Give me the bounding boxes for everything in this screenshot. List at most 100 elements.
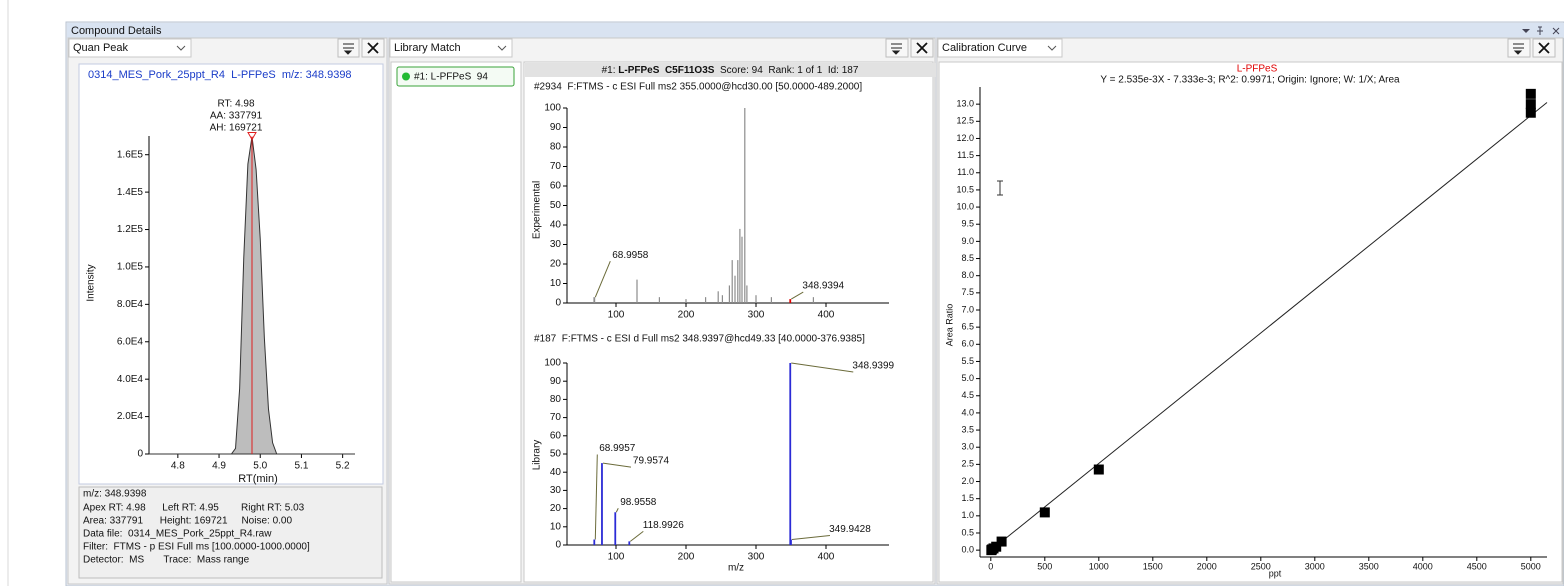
y-tick-label: 30	[550, 239, 562, 250]
detail-line: Data file: 0314_MES_Pork_25ppt_R4.raw	[83, 529, 272, 540]
y-tick-label: 12.0	[956, 133, 974, 143]
y-tick-label: 11.0	[957, 167, 974, 177]
y-tick-label: 80	[550, 142, 562, 153]
window-menu-icon[interactable]	[1522, 29, 1530, 33]
dropdown-chevron	[497, 45, 507, 51]
x-tick-label: 200	[678, 552, 695, 563]
fit-line	[990, 102, 1548, 551]
detail-line: m/z: 348.9398	[83, 489, 147, 500]
hit-list	[390, 61, 522, 583]
window-title: Compound Details	[71, 25, 162, 37]
y-tick-label: 6.5	[961, 322, 974, 332]
y-tick-label: 10.5	[956, 184, 974, 194]
quan-header: 0314_MES_Pork_25ppt_R4 L-PFPeS m/z: 348.…	[88, 69, 352, 81]
detail-line: Area: 337791 Height: 169721 Noise: 0.00	[83, 516, 292, 527]
close-icon	[367, 42, 379, 54]
calibration-point	[996, 536, 1007, 547]
y-axis-label: Area Ratio	[944, 304, 954, 347]
y-axis-label: Experimental	[532, 181, 543, 239]
library-view-label: Library Match	[394, 42, 461, 54]
x-tick-label: 500	[1037, 561, 1052, 571]
y-tick-label: 60	[550, 181, 562, 192]
y-tick-label: 5.0	[961, 373, 974, 383]
y-tick-label: 90	[550, 376, 562, 387]
peak-info: AA: 337791	[210, 111, 263, 122]
detail-line: Detector: MS Trace: Mass range	[83, 555, 250, 566]
y-tick-label: 12.5	[956, 116, 974, 126]
y-tick-label: 0	[137, 449, 143, 460]
x-tick-label: 2500	[1251, 561, 1271, 571]
x-tick-label: 4.9	[212, 461, 226, 472]
hit-details: Score: 94 Rank: 1 of 1 Id: 187	[720, 65, 859, 76]
y-tick-label: 9.5	[961, 219, 974, 229]
x-tick-label: 5.1	[294, 461, 308, 472]
quan-view-label: Quan Peak	[73, 42, 129, 54]
hit-item[interactable]	[396, 66, 515, 87]
y-tick-label: 6.0	[961, 339, 974, 349]
y-tick-label: 1.0E5	[117, 262, 144, 273]
x-tick-label: 4.8	[171, 461, 185, 472]
x-tick-label: 300	[748, 310, 765, 321]
x-tick-label: 5.2	[336, 461, 350, 472]
leader-line	[602, 462, 632, 468]
peak-label: 348.9394	[802, 281, 844, 292]
x-tick-label: 1500	[1143, 561, 1163, 571]
y-tick-label: 10	[550, 521, 562, 532]
quan-view-dropdown[interactable]	[68, 38, 192, 58]
window-close-icon[interactable]	[1552, 27, 1560, 35]
y-tick-label: 80	[550, 394, 562, 405]
calibration-point	[1525, 107, 1536, 118]
calibration-equation: Y = 2.535e-3X - 7.333e-3; R^2: 0.9971; O…	[1100, 75, 1400, 86]
y-tick-label: 6.0E4	[117, 336, 144, 347]
peak-info: RT: 4.98	[217, 99, 254, 110]
y-tick-label: 3.5	[961, 424, 974, 434]
x-tick-label: 5.0	[253, 461, 267, 472]
peak-label: 68.9958	[612, 250, 649, 261]
hit-status-dot	[402, 72, 410, 81]
y-tick-label: 13.0	[956, 99, 974, 109]
y-tick-label: 1.5	[961, 493, 974, 503]
window-pin-icon[interactable]	[1537, 26, 1543, 35]
window-title-bar	[67, 23, 1564, 38]
filter-icon	[1513, 43, 1524, 55]
y-tick-label: 11.5	[957, 150, 974, 160]
y-tick-label: 9.0	[961, 236, 974, 246]
apex-marker	[247, 132, 257, 141]
spectrum-title: #187 F:FTMS - c ESI d Full ms2 348.9397@…	[534, 334, 865, 345]
leader-line	[791, 535, 831, 541]
x-tick-label: 4000	[1413, 561, 1433, 571]
calibration-point	[1525, 99, 1536, 110]
spectrum-title: #2934 F:FTMS - c ESI Full ms2 355.0000@h…	[534, 82, 862, 93]
quan-plot-area	[78, 63, 384, 485]
y-tick-label: 7.5	[961, 287, 974, 297]
y-tick-label: 4.0	[961, 407, 974, 417]
y-tick-label: 40	[550, 220, 562, 231]
y-tick-label: 70	[550, 412, 562, 423]
y-tick-label: 1.2E5	[117, 224, 144, 235]
y-axis-label: Library	[532, 440, 543, 471]
peak-label: 98.9558	[620, 497, 657, 508]
x-tick-label: 3500	[1359, 561, 1379, 571]
calibration-point	[1093, 464, 1104, 475]
x-axis-label: RT(min)	[238, 473, 278, 485]
y-tick-label: 2.0E4	[117, 411, 144, 422]
spectrum-area	[523, 61, 934, 583]
y-tick-label: 100	[544, 358, 561, 369]
calibration-point	[1525, 88, 1536, 99]
x-tick-label: 400	[818, 552, 835, 563]
y-tick-label: 1.4E5	[117, 187, 144, 198]
leader-line	[791, 291, 804, 300]
library-view-dropdown[interactable]	[389, 38, 513, 58]
calibration-view-dropdown[interactable]	[937, 38, 1063, 58]
close-icon	[916, 42, 928, 54]
y-tick-label: 5.5	[961, 356, 974, 366]
calibration-title: L-PFPeS	[1237, 64, 1278, 75]
peak-label: 118.9926	[643, 520, 684, 531]
y-tick-label: 7.0	[961, 304, 974, 314]
y-tick-label: 30	[550, 485, 562, 496]
quan-details-box	[78, 486, 383, 579]
y-tick-label: 8.5	[961, 253, 974, 263]
y-tick-label: 10.0	[956, 201, 974, 211]
calibration-point	[1039, 507, 1050, 518]
